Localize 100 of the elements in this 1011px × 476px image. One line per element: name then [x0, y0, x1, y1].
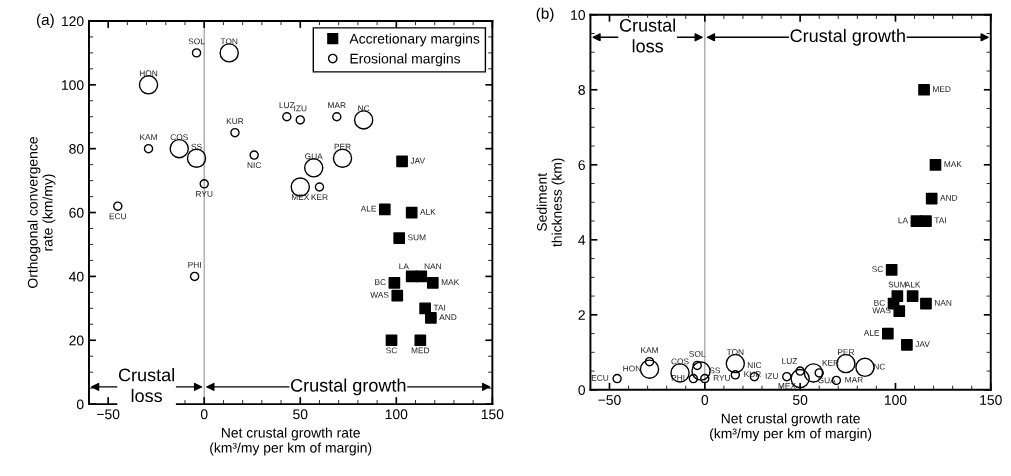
annotation: SS	[191, 143, 202, 150]
annotation: MAR	[328, 102, 346, 109]
annotation: Crustal growth	[790, 28, 905, 46]
chart-title: (a)	[36, 13, 54, 29]
annotation: TAI	[934, 217, 946, 224]
chart-title: (b)	[536, 7, 554, 22]
point	[906, 290, 919, 302]
annotation: MED	[411, 347, 430, 354]
point	[425, 312, 437, 324]
legend-label: Erosional margins	[350, 53, 461, 67]
annotation: LA	[399, 263, 409, 270]
annotation: ALE	[360, 205, 377, 212]
x-tick-label: 50	[293, 409, 308, 420]
y-tick-label: 40	[68, 271, 84, 282]
annotation: ALE	[863, 330, 880, 336]
x-axis-title: Net crustal growth rate (km³/my per km of margin)	[710, 413, 872, 442]
annotation: GUA	[305, 153, 323, 160]
annotation: ECU	[109, 213, 126, 220]
annotation: IZU	[765, 373, 778, 379]
annotation: BC	[874, 299, 885, 306]
point	[893, 305, 906, 317]
x-tick-label: 100	[385, 409, 408, 420]
y-tick-label: 100	[62, 80, 84, 90]
y-tick-label: 80	[69, 144, 84, 154]
x-tick-label: −50	[97, 409, 120, 420]
annotation: HON	[139, 70, 158, 77]
annotation: MEX	[291, 194, 310, 200]
annotation: SUM	[888, 281, 906, 288]
point	[378, 203, 391, 216]
annotation: NC	[358, 105, 370, 112]
y-tick-label: 2	[578, 310, 585, 320]
annotation: NAN	[934, 300, 952, 306]
y-tick-label: 6	[578, 160, 585, 170]
x-tick-label: 100	[884, 395, 907, 405]
annotation: PER	[334, 143, 351, 150]
point	[920, 215, 932, 227]
point	[393, 232, 406, 244]
y-axis-title: Orthogonal convergence rate (km/my)	[27, 137, 56, 288]
annotation: NAN	[424, 263, 441, 270]
annotation: KUR	[226, 118, 244, 125]
annotation: ALK	[420, 208, 436, 215]
annotation: MEX	[778, 383, 796, 389]
annotation: MED	[933, 86, 951, 92]
annotation: BC	[375, 279, 386, 286]
annotation: WAS	[872, 307, 891, 314]
annotation: AND	[940, 194, 958, 201]
y-axis-title: Sediment thickness (km)	[536, 158, 565, 247]
annotation: JAV	[915, 341, 930, 348]
point	[929, 158, 942, 171]
y-tick-label: 8	[578, 85, 585, 95]
annotation: SOL	[188, 38, 205, 45]
point	[426, 276, 439, 289]
x-tick-label: −50	[598, 395, 621, 405]
point	[415, 270, 428, 283]
annotation: RYU	[713, 375, 730, 381]
point	[385, 334, 398, 347]
annotation: ECU	[591, 374, 609, 381]
annotation: AND	[439, 314, 457, 321]
annotation: LUZ	[782, 358, 798, 364]
x-tick-label: 150	[481, 409, 504, 420]
annotation: COS	[671, 358, 689, 365]
annotation: TON	[726, 349, 744, 355]
point	[920, 297, 932, 310]
x-tick-label: 0	[200, 409, 208, 420]
point	[901, 338, 913, 351]
y-tick-label: 10	[571, 10, 586, 20]
annotation: NIC	[247, 162, 262, 169]
annotation: KAM	[140, 134, 157, 140]
annotation: NC	[873, 363, 886, 370]
point	[918, 83, 930, 96]
x-tick-label: 50	[792, 395, 808, 405]
annotation: SS	[709, 367, 721, 374]
point	[419, 302, 431, 315]
annotation: SC	[872, 266, 883, 273]
annotation: RYU	[196, 191, 213, 197]
point	[388, 276, 401, 289]
annotation: ALK	[904, 281, 921, 288]
y-tick-label: 60	[69, 207, 84, 218]
annotation: WAS	[370, 291, 389, 298]
annotation: SUM	[407, 234, 426, 241]
y-tick-label: 120	[62, 16, 84, 27]
annotation: PHI	[188, 261, 201, 268]
point	[925, 192, 938, 205]
legend-label: Accretionary margins	[349, 33, 480, 47]
annotation: NIC	[747, 362, 762, 369]
point	[391, 289, 404, 302]
annotation: MAR	[845, 376, 863, 383]
annotation: MAK	[944, 161, 962, 167]
point	[405, 206, 418, 219]
y-tick-label: 4	[578, 235, 586, 245]
x-axis-title: Net crustal growth rate (km³/my per km of margin)	[210, 427, 372, 456]
annotation: PER	[838, 349, 855, 355]
annotation: KER	[311, 194, 328, 200]
annotation: IZU	[294, 105, 307, 112]
annotation: LUZ	[279, 102, 295, 109]
point	[414, 334, 427, 347]
point	[885, 263, 898, 276]
annotation: SC	[386, 347, 397, 354]
annotation: SOL	[689, 350, 706, 357]
y-tick-label: 20	[69, 335, 84, 346]
